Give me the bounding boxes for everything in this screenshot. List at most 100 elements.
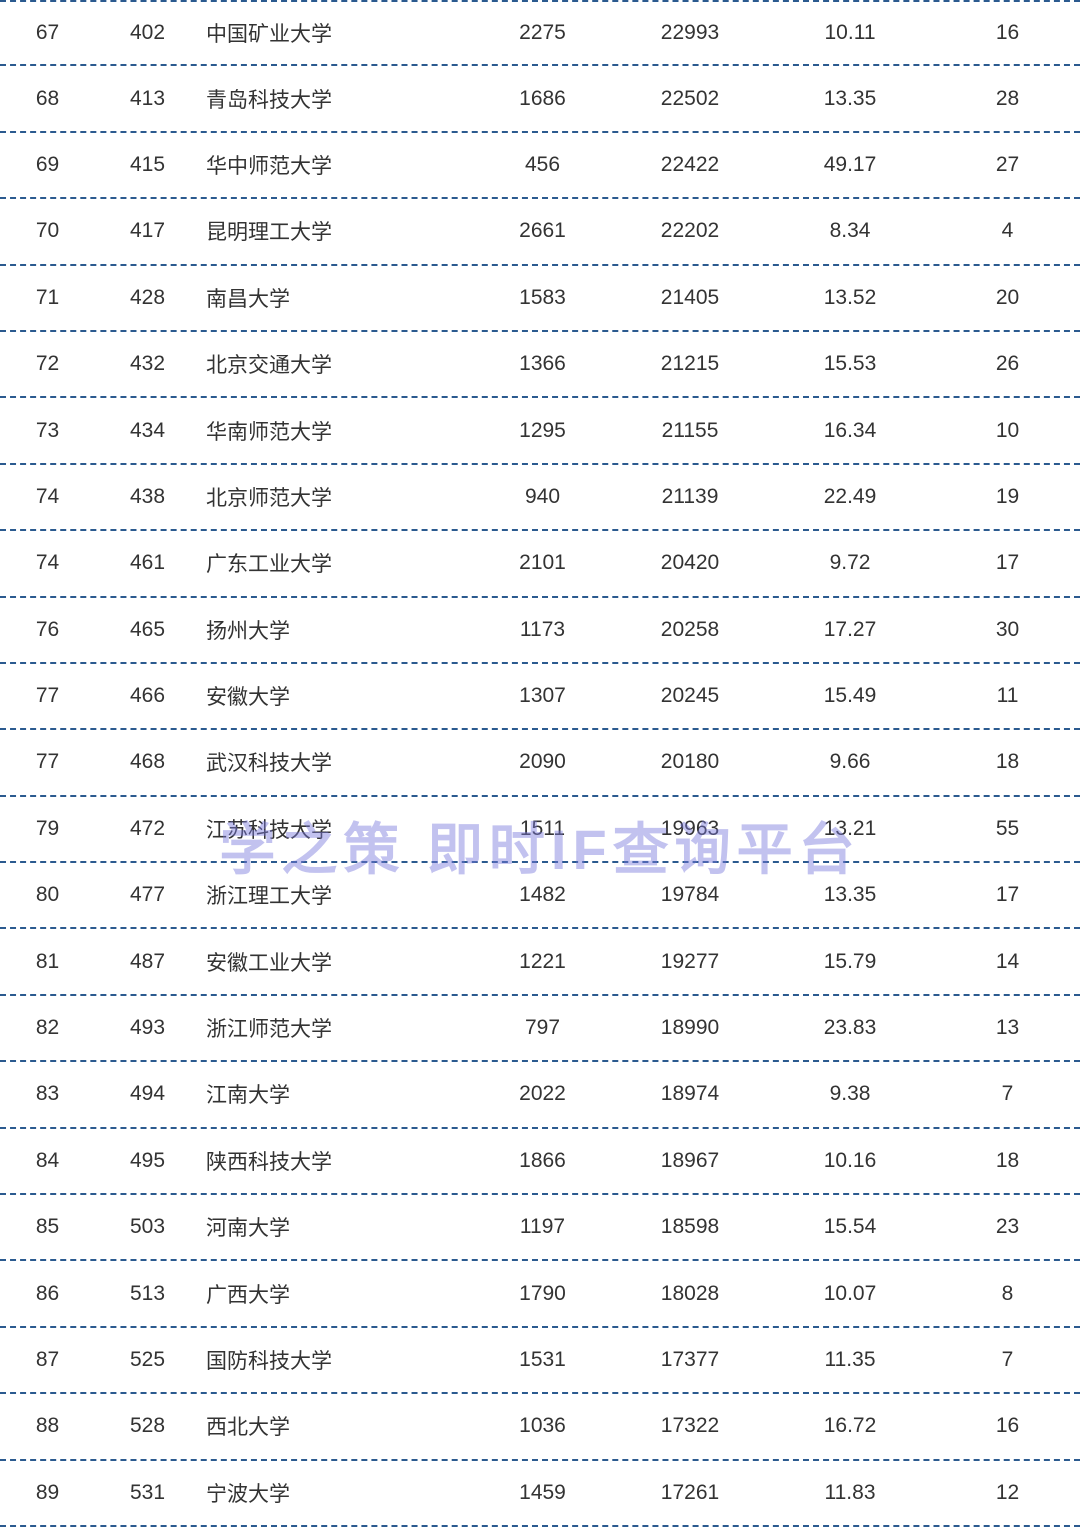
rank2-cell: 434	[95, 419, 200, 443]
value1-cell: 1531	[470, 1348, 615, 1372]
rank2-cell: 413	[95, 87, 200, 111]
name-cell: 浙江理工大学	[200, 880, 470, 910]
value2-cell: 20258	[615, 618, 765, 642]
value1-cell: 1366	[470, 352, 615, 376]
value2-cell: 18974	[615, 1082, 765, 1106]
name-cell: 中国矿业大学	[200, 18, 470, 48]
table-row: 84495陕西科技大学18661896710.1618	[0, 1129, 1080, 1195]
table-row: 85503河南大学11971859815.5423	[0, 1195, 1080, 1261]
value3-cell: 17.27	[765, 618, 935, 642]
value3-cell: 11.83	[765, 1481, 935, 1505]
table-row: 81487安徽工业大学12211927715.7914	[0, 929, 1080, 995]
value4-cell: 10	[935, 419, 1080, 443]
table-row: 86513广西大学17901802810.078	[0, 1261, 1080, 1327]
table-row: 89531宁波大学14591726111.8312	[0, 1461, 1080, 1527]
value2-cell: 22993	[615, 21, 765, 45]
rank2-cell: 472	[95, 817, 200, 841]
value3-cell: 15.49	[765, 684, 935, 708]
value1-cell: 456	[470, 153, 615, 177]
value2-cell: 22202	[615, 219, 765, 243]
value1-cell: 1221	[470, 950, 615, 974]
value2-cell: 17377	[615, 1348, 765, 1372]
rank1-cell: 83	[0, 1082, 95, 1106]
name-cell: 南昌大学	[200, 283, 470, 313]
value4-cell: 28	[935, 87, 1080, 111]
rank2-cell: 438	[95, 485, 200, 509]
rank1-cell: 84	[0, 1149, 95, 1173]
value2-cell: 20245	[615, 684, 765, 708]
name-cell: 武汉科技大学	[200, 747, 470, 777]
rank2-cell: 428	[95, 286, 200, 310]
value2-cell: 20180	[615, 750, 765, 774]
rank1-cell: 74	[0, 551, 95, 575]
rank1-cell: 67	[0, 21, 95, 45]
rank2-cell: 402	[95, 21, 200, 45]
value1-cell: 1866	[470, 1149, 615, 1173]
rank1-cell: 86	[0, 1282, 95, 1306]
name-cell: 宁波大学	[200, 1478, 470, 1508]
name-cell: 广西大学	[200, 1279, 470, 1309]
value3-cell: 10.11	[765, 21, 935, 45]
value4-cell: 18	[935, 1149, 1080, 1173]
name-cell: 扬州大学	[200, 615, 470, 645]
value4-cell: 27	[935, 153, 1080, 177]
table-row: 71428南昌大学15832140513.5220	[0, 266, 1080, 332]
value4-cell: 14	[935, 950, 1080, 974]
value1-cell: 2661	[470, 219, 615, 243]
value1-cell: 1790	[470, 1282, 615, 1306]
value4-cell: 20	[935, 286, 1080, 310]
table-row: 76465扬州大学11732025817.2730	[0, 598, 1080, 664]
value1-cell: 940	[470, 485, 615, 509]
rank1-cell: 85	[0, 1215, 95, 1239]
value2-cell: 22502	[615, 87, 765, 111]
value4-cell: 7	[935, 1082, 1080, 1106]
name-cell: 河南大学	[200, 1212, 470, 1242]
name-cell: 昆明理工大学	[200, 216, 470, 246]
name-cell: 西北大学	[200, 1411, 470, 1441]
rank1-cell: 76	[0, 618, 95, 642]
value3-cell: 9.66	[765, 750, 935, 774]
value1-cell: 797	[470, 1016, 615, 1040]
value1-cell: 1459	[470, 1481, 615, 1505]
table-row: 88528西北大学10361732216.7216	[0, 1394, 1080, 1460]
value2-cell: 18598	[615, 1215, 765, 1239]
value2-cell: 22422	[615, 153, 765, 177]
value3-cell: 22.49	[765, 485, 935, 509]
value4-cell: 55	[935, 817, 1080, 841]
value4-cell: 18	[935, 750, 1080, 774]
value4-cell: 17	[935, 883, 1080, 907]
name-cell: 青岛科技大学	[200, 84, 470, 114]
name-cell: 广东工业大学	[200, 548, 470, 578]
rank2-cell: 465	[95, 618, 200, 642]
value2-cell: 21405	[615, 286, 765, 310]
value3-cell: 13.35	[765, 883, 935, 907]
value1-cell: 2090	[470, 750, 615, 774]
rank2-cell: 503	[95, 1215, 200, 1239]
value1-cell: 1173	[470, 618, 615, 642]
name-cell: 浙江师范大学	[200, 1013, 470, 1043]
value2-cell: 21155	[615, 419, 765, 443]
value4-cell: 4	[935, 219, 1080, 243]
value4-cell: 16	[935, 1414, 1080, 1438]
rank2-cell: 513	[95, 1282, 200, 1306]
rank2-cell: 415	[95, 153, 200, 177]
rank2-cell: 525	[95, 1348, 200, 1372]
table-row: 73434华南师范大学12952115516.3410	[0, 398, 1080, 464]
value4-cell: 13	[935, 1016, 1080, 1040]
value3-cell: 15.79	[765, 950, 935, 974]
rank1-cell: 74	[0, 485, 95, 509]
rank1-cell: 81	[0, 950, 95, 974]
value3-cell: 23.83	[765, 1016, 935, 1040]
value1-cell: 2101	[470, 551, 615, 575]
rank1-cell: 69	[0, 153, 95, 177]
rank1-cell: 70	[0, 219, 95, 243]
rank2-cell: 432	[95, 352, 200, 376]
value2-cell: 19277	[615, 950, 765, 974]
value4-cell: 16	[935, 21, 1080, 45]
value1-cell: 2275	[470, 21, 615, 45]
name-cell: 华南师范大学	[200, 416, 470, 446]
value3-cell: 9.72	[765, 551, 935, 575]
rank1-cell: 87	[0, 1348, 95, 1372]
value3-cell: 15.54	[765, 1215, 935, 1239]
rank2-cell: 495	[95, 1149, 200, 1173]
